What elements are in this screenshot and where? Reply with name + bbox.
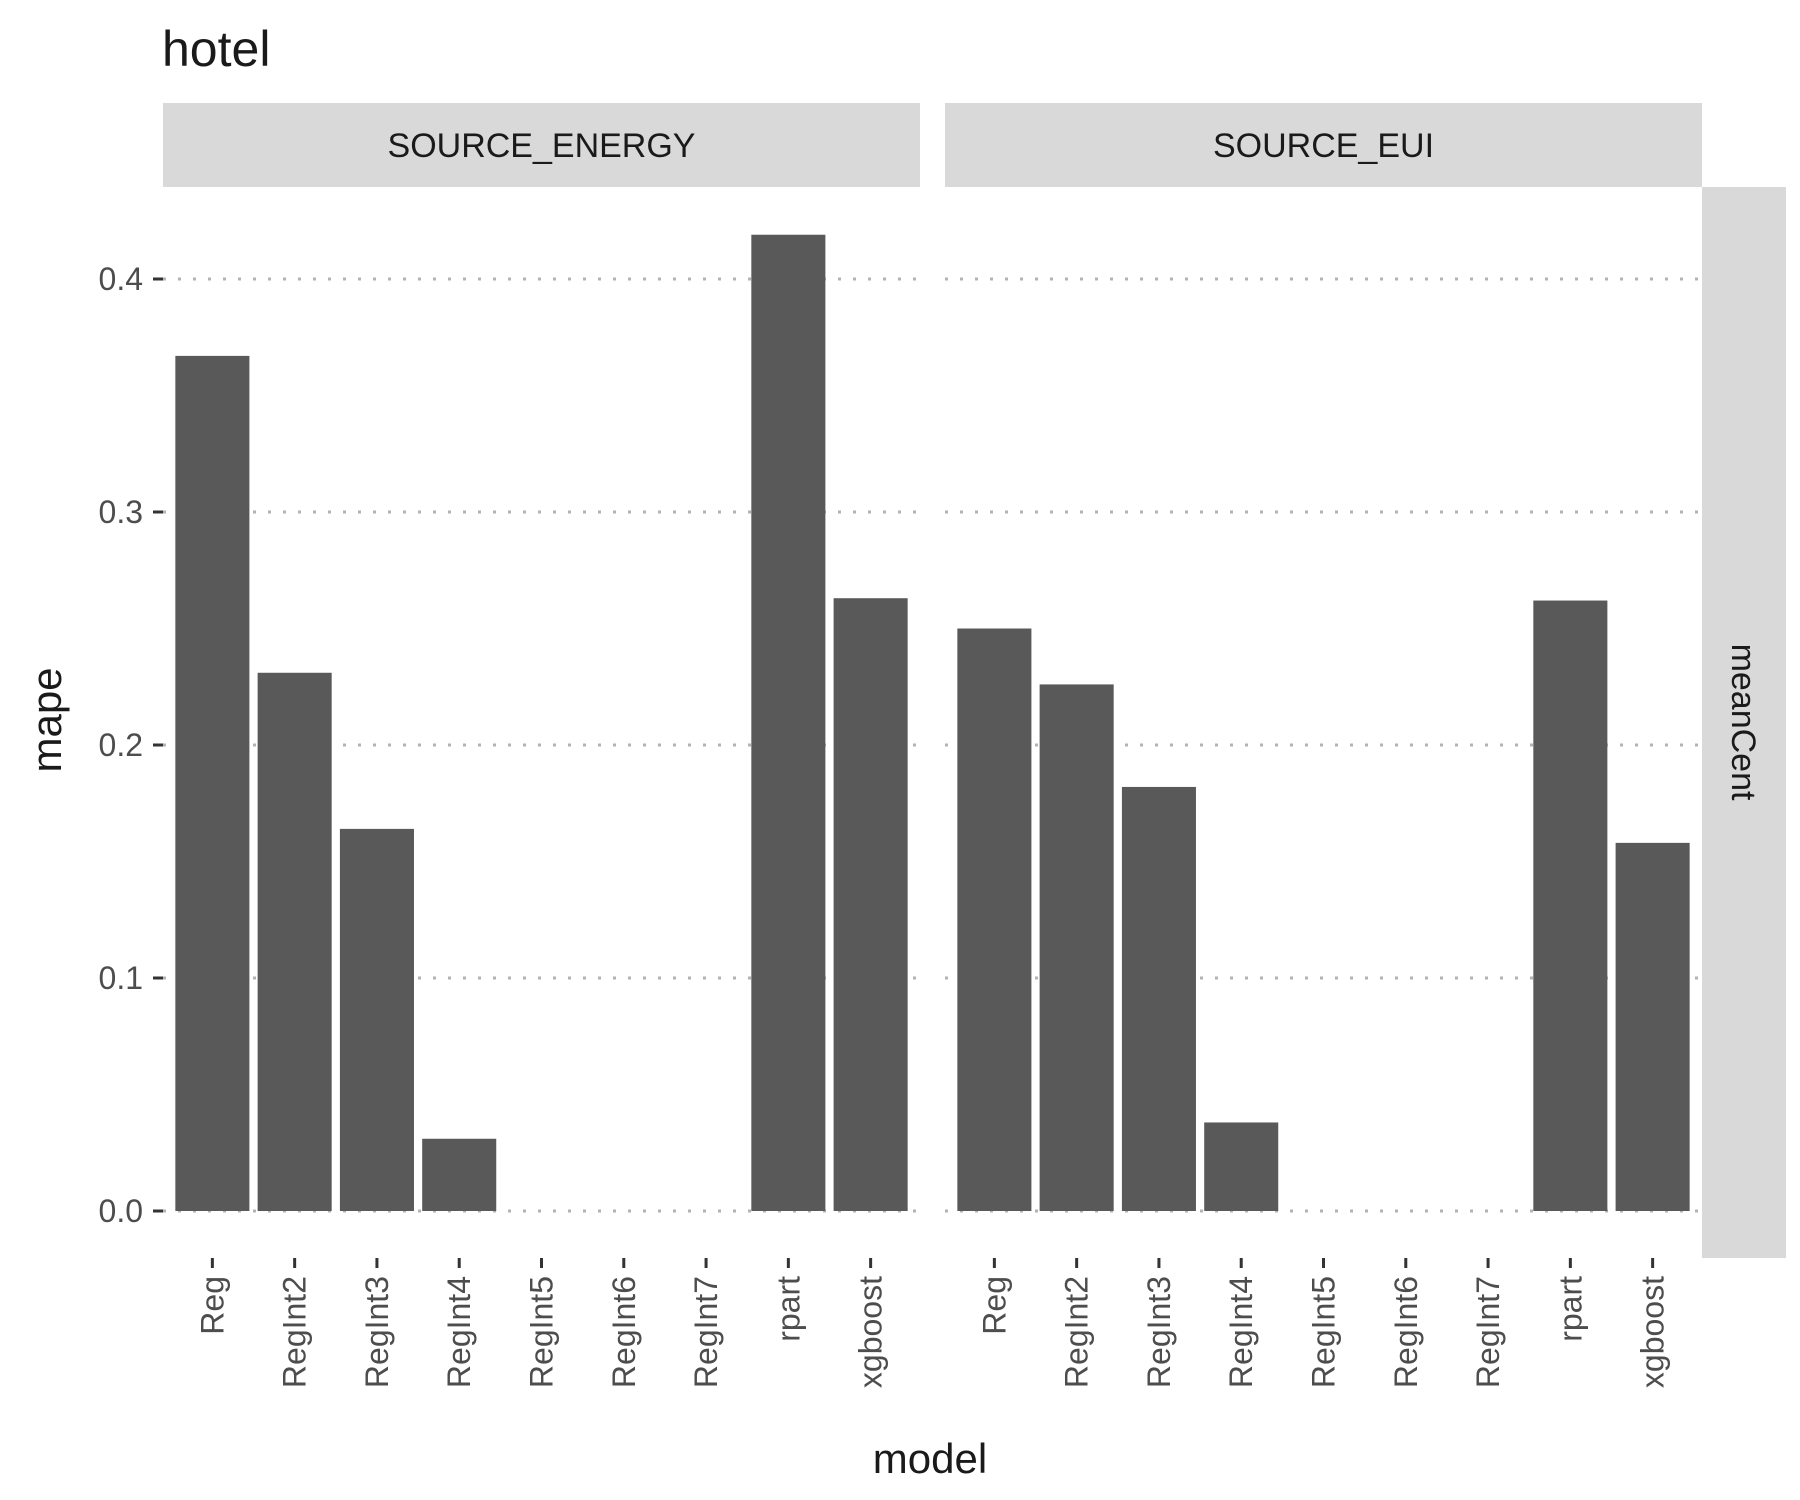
x-tick-label: RegInt2 xyxy=(277,1276,313,1388)
facet-panel-1: SOURCE_EUI Reg RegInt2 RegInt3 RegInt4 RegInt… xyxy=(945,103,1702,1388)
plot-area: SOURCE_ENERGY Reg RegInt2 RegInt3 RegInt4 Reg… xyxy=(99,103,1786,1388)
x-tick-label: RegInt5 xyxy=(1306,1276,1342,1388)
x-tick-label: RegInt3 xyxy=(359,1276,395,1388)
y-tick-label: 0.1 xyxy=(99,960,143,996)
row-facet-label: meanCent xyxy=(1724,644,1762,801)
x-tick-label: Reg xyxy=(194,1276,230,1335)
y-tick-label: 0.0 xyxy=(99,1193,143,1229)
x-tick-label: RegInt3 xyxy=(1141,1276,1177,1388)
bar xyxy=(833,598,908,1211)
bar xyxy=(1204,1122,1279,1211)
y-tick-label: 0.3 xyxy=(99,494,143,530)
bar xyxy=(257,672,332,1211)
x-tick-label: RegInt7 xyxy=(1470,1276,1506,1388)
row-facet-strip xyxy=(1702,187,1786,1258)
bar xyxy=(339,828,414,1211)
chart-title: hotel xyxy=(162,21,270,77)
x-tick-label: RegInt6 xyxy=(1388,1276,1424,1388)
bar xyxy=(422,1138,497,1211)
facet-strip-label: SOURCE_EUI xyxy=(1213,127,1434,165)
facet-strip xyxy=(945,103,1702,187)
bar xyxy=(1039,684,1114,1211)
x-tick-label: xgboost xyxy=(1635,1276,1671,1388)
x-tick-label: xgboost xyxy=(853,1276,889,1388)
facet-strip-label: SOURCE_ENERGY xyxy=(388,127,696,165)
x-tick-label: RegInt6 xyxy=(606,1276,642,1388)
y-tick-label: 0.4 xyxy=(99,261,143,297)
bar xyxy=(751,234,826,1212)
x-tick-label: Reg xyxy=(976,1276,1012,1335)
y-tick-label: 0.2 xyxy=(99,727,143,763)
x-tick-label: RegInt2 xyxy=(1059,1276,1095,1388)
bar xyxy=(1533,600,1608,1211)
bar xyxy=(1121,786,1196,1211)
x-tick-label: RegInt7 xyxy=(688,1276,724,1388)
facet-strip xyxy=(163,103,920,187)
facet-panel-0: SOURCE_ENERGY Reg RegInt2 RegInt3 RegInt4 Reg… xyxy=(163,103,920,1388)
x-tick-label: RegInt4 xyxy=(441,1276,477,1388)
x-tick-label: RegInt5 xyxy=(524,1276,560,1388)
y-axis-label: mape xyxy=(23,667,70,772)
x-axis-label: model xyxy=(873,1435,987,1482)
bar xyxy=(175,355,250,1211)
x-tick-label: rpart xyxy=(770,1276,806,1342)
bar xyxy=(1615,842,1690,1211)
bar xyxy=(957,628,1032,1211)
x-tick-label: rpart xyxy=(1552,1276,1588,1342)
x-tick-label: RegInt4 xyxy=(1223,1276,1259,1388)
